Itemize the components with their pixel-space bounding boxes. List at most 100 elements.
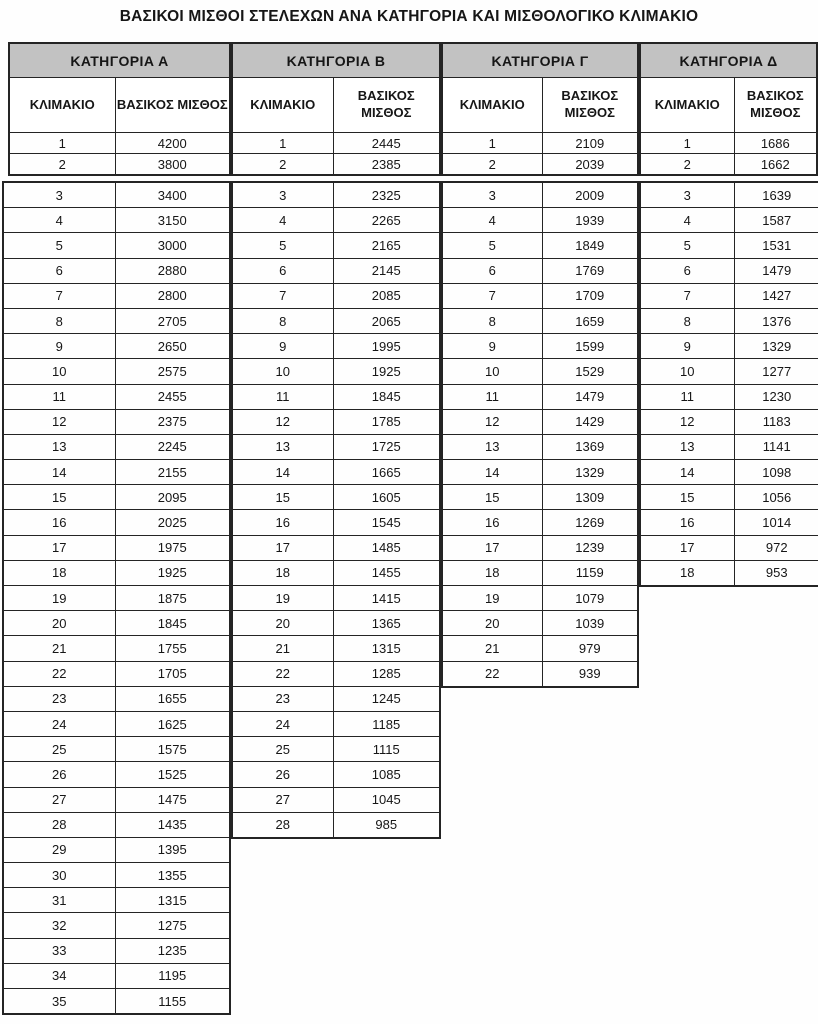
table-row: 2 2385 bbox=[231, 153, 441, 176]
scale-cell: 17 bbox=[441, 534, 543, 561]
scale-cell: 21 bbox=[231, 635, 334, 662]
table-row: 3 1639 bbox=[639, 181, 818, 209]
table-row: 4 1939 bbox=[441, 207, 639, 234]
table-row: 22 939 bbox=[441, 660, 639, 688]
salary-cell: 2025 bbox=[114, 509, 231, 536]
salary-cell: 2705 bbox=[114, 307, 231, 335]
salary-cell: 1659 bbox=[541, 307, 639, 335]
table-row: 22 1285 bbox=[231, 660, 441, 687]
scale-cell: 8 bbox=[2, 307, 116, 335]
scale-cell: 10 bbox=[2, 358, 116, 385]
category-header-c: ΚΑΤΗΓΟΡΙΑ Γ bbox=[441, 42, 639, 78]
scale-cell: 1 bbox=[441, 132, 543, 154]
scale-cell: 7 bbox=[2, 282, 116, 309]
scale-cell: 1 bbox=[231, 132, 334, 154]
salary-cell: 1639 bbox=[733, 181, 818, 209]
table-row: 25 1115 bbox=[231, 736, 441, 763]
scale-cell: 12 bbox=[639, 408, 735, 435]
table-row: 12 1785 bbox=[231, 408, 441, 435]
scale-cell: 5 bbox=[639, 232, 735, 259]
scale-cell: 20 bbox=[441, 610, 543, 637]
column-header-scale: ΚΛΙΜΑΚΙΟ bbox=[8, 77, 116, 133]
salary-cell: 1485 bbox=[332, 534, 441, 561]
scale-cell: 10 bbox=[441, 358, 543, 385]
salary-cell: 1309 bbox=[541, 484, 639, 511]
scale-cell: 6 bbox=[441, 257, 543, 284]
table-row: 11 1845 bbox=[231, 383, 441, 410]
scale-cell: 9 bbox=[2, 333, 116, 360]
scale-cell: 19 bbox=[231, 584, 334, 612]
scale-cell: 8 bbox=[441, 307, 543, 335]
scale-cell: 21 bbox=[2, 635, 116, 662]
table-row: 15 1605 bbox=[231, 484, 441, 511]
salary-cell: 1975 bbox=[114, 534, 231, 561]
scale-cell: 25 bbox=[2, 736, 116, 763]
salary-cell: 1531 bbox=[733, 232, 818, 259]
scale-cell: 13 bbox=[639, 433, 735, 461]
column-header-salary: ΒΑΣΙΚΟΣ ΜΙΣΘΟΣ bbox=[733, 77, 818, 133]
table-row: 5 1849 bbox=[441, 232, 639, 259]
scale-cell: 5 bbox=[2, 232, 116, 259]
table-row: 24 1185 bbox=[231, 710, 441, 738]
table-row: 27 1475 bbox=[2, 786, 231, 813]
scale-cell: 22 bbox=[2, 660, 116, 687]
salary-cell: 1141 bbox=[733, 433, 818, 461]
salary-cell: 1115 bbox=[332, 736, 441, 763]
table-row: 15 2095 bbox=[2, 484, 231, 511]
table-row: 2 3800 bbox=[8, 153, 231, 176]
table-row: 7 1709 bbox=[441, 282, 639, 309]
salary-cell: 1587 bbox=[733, 207, 818, 234]
scale-cell: 20 bbox=[231, 610, 334, 637]
scale-cell: 24 bbox=[2, 710, 116, 738]
salary-cell: 2155 bbox=[114, 459, 231, 486]
salary-cell: 1479 bbox=[541, 383, 639, 410]
table-row: 7 2085 bbox=[231, 282, 441, 309]
table-row: 35 1155 bbox=[2, 988, 231, 1015]
table-row: 30 1355 bbox=[2, 862, 231, 889]
table-row: 34 1195 bbox=[2, 962, 231, 990]
salary-cell: 1183 bbox=[733, 408, 818, 435]
salary-cell: 1875 bbox=[114, 584, 231, 612]
page-title: ΒΑΣΙΚΟΙ ΜΙΣΘΟΙ ΣΤΕΛΕΧΩΝ ΑΝΑ ΚΑΤΗΓΟΡΙΑ ΚΑ… bbox=[119, 8, 699, 25]
table-row: 1 2109 bbox=[441, 132, 639, 154]
salary-cell: 3800 bbox=[114, 153, 231, 176]
table-row: 12 1429 bbox=[441, 408, 639, 435]
scale-cell: 16 bbox=[441, 509, 543, 536]
scale-cell: 8 bbox=[639, 307, 735, 335]
scale-cell: 3 bbox=[639, 181, 735, 209]
table-row: 9 1599 bbox=[441, 333, 639, 360]
salary-cell: 2385 bbox=[332, 153, 441, 176]
table-row: 21 1315 bbox=[231, 635, 441, 662]
scale-cell: 6 bbox=[639, 257, 735, 284]
category-header-b: ΚΑΤΗΓΟΡΙΑ Β bbox=[231, 42, 441, 78]
table-row: 14 2155 bbox=[2, 459, 231, 486]
table-row: 1 2445 bbox=[231, 132, 441, 154]
scale-cell: 11 bbox=[231, 383, 334, 410]
scale-cell: 18 bbox=[639, 559, 735, 587]
scale-cell: 16 bbox=[2, 509, 116, 536]
scale-cell: 22 bbox=[441, 660, 543, 688]
table-row: 11 2455 bbox=[2, 383, 231, 410]
scale-cell: 15 bbox=[441, 484, 543, 511]
scale-cell: 27 bbox=[2, 786, 116, 813]
salary-cell: 1429 bbox=[541, 408, 639, 435]
table-row: 14 1329 bbox=[441, 459, 639, 486]
table-row: 19 1875 bbox=[2, 584, 231, 612]
salary-cell: 2265 bbox=[332, 207, 441, 234]
table-row: 3 2009 bbox=[441, 181, 639, 209]
salary-cell: 1376 bbox=[733, 307, 818, 335]
scale-cell: 7 bbox=[639, 282, 735, 309]
scale-cell: 29 bbox=[2, 836, 116, 864]
scale-cell: 11 bbox=[441, 383, 543, 410]
scale-cell: 20 bbox=[2, 610, 116, 637]
scale-cell: 6 bbox=[231, 257, 334, 284]
table-row: 18 953 bbox=[639, 559, 818, 587]
salary-cell: 4200 bbox=[114, 132, 231, 154]
table-row: 16 1014 bbox=[639, 509, 818, 536]
salary-cell: 1686 bbox=[733, 132, 818, 154]
salary-cell: 1605 bbox=[332, 484, 441, 511]
scale-cell: 22 bbox=[231, 660, 334, 687]
scale-cell: 18 bbox=[2, 559, 116, 587]
category-table-d-top: ΚΑΤΗΓΟΡΙΑ Δ ΚΛΙΜΑΚΙΟ ΒΑΣΙΚΟΣ ΜΙΣΘΟΣ 1 168… bbox=[639, 42, 818, 176]
salary-cell: 1725 bbox=[332, 433, 441, 461]
